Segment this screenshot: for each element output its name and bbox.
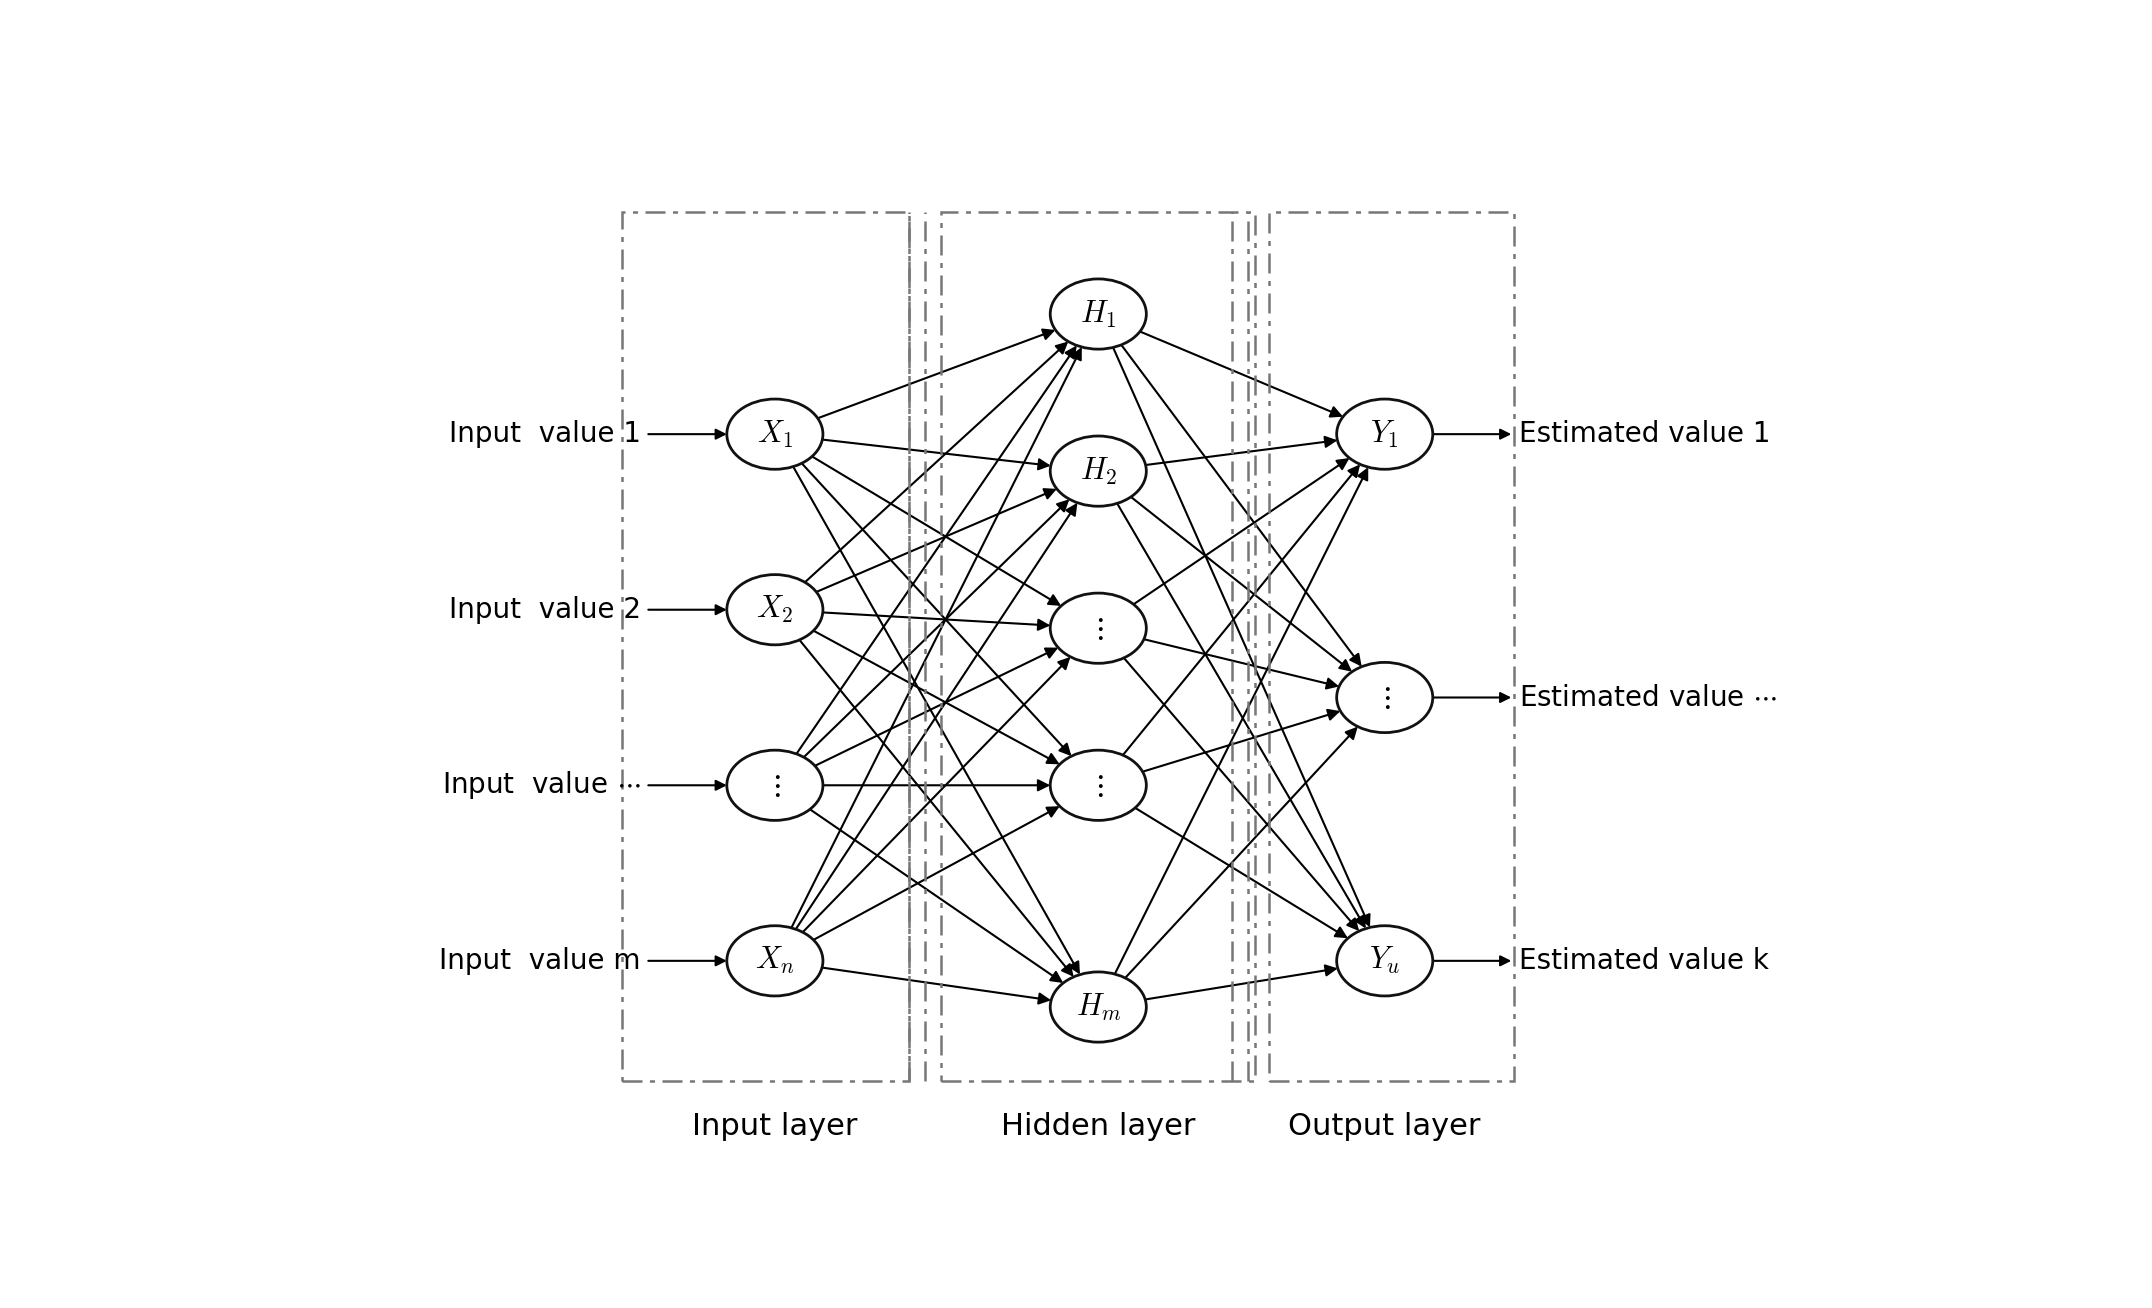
Text: Input  value 2: Input value 2 <box>450 595 641 624</box>
Ellipse shape <box>1050 972 1147 1042</box>
Ellipse shape <box>727 574 822 645</box>
Bar <box>940 212 1255 1080</box>
Text: Estimated value k: Estimated value k <box>1519 947 1769 974</box>
Ellipse shape <box>1050 436 1147 506</box>
Text: $\vdots$: $\vdots$ <box>1379 683 1390 712</box>
Text: $X_1$: $X_1$ <box>758 419 792 450</box>
Ellipse shape <box>1050 593 1147 663</box>
Text: Input  value m: Input value m <box>439 947 641 974</box>
Text: $X_2$: $X_2$ <box>755 594 794 625</box>
Text: Input  value $\cdots$: Input value $\cdots$ <box>441 769 641 802</box>
Text: $\vdots$: $\vdots$ <box>1093 770 1104 799</box>
Text: $\vdots$: $\vdots$ <box>768 770 781 799</box>
Text: $X_n$: $X_n$ <box>755 946 794 977</box>
Text: Hidden layer: Hidden layer <box>1001 1112 1197 1141</box>
Text: $H_1$: $H_1$ <box>1080 298 1117 330</box>
Text: $Y_1$: $Y_1$ <box>1371 419 1399 450</box>
Ellipse shape <box>727 399 822 470</box>
Text: Input layer: Input layer <box>693 1112 859 1141</box>
Bar <box>622 212 908 1080</box>
Ellipse shape <box>1050 751 1147 820</box>
Ellipse shape <box>1336 926 1433 995</box>
Text: Estimated value $\cdots$: Estimated value $\cdots$ <box>1519 684 1778 712</box>
Text: Output layer: Output layer <box>1289 1112 1481 1141</box>
Text: $H_m$: $H_m$ <box>1076 991 1121 1023</box>
Ellipse shape <box>1050 279 1147 349</box>
Ellipse shape <box>1336 662 1433 732</box>
Text: $Y_u$: $Y_u$ <box>1369 946 1401 977</box>
Text: Input  value 1: Input value 1 <box>450 420 641 449</box>
Ellipse shape <box>1336 399 1433 470</box>
Text: $\vdots$: $\vdots$ <box>1093 613 1104 642</box>
Ellipse shape <box>727 926 822 995</box>
Text: $H_2$: $H_2$ <box>1080 455 1117 487</box>
Text: Estimated value 1: Estimated value 1 <box>1519 420 1771 449</box>
Ellipse shape <box>727 751 822 820</box>
Bar <box>1270 212 1515 1080</box>
